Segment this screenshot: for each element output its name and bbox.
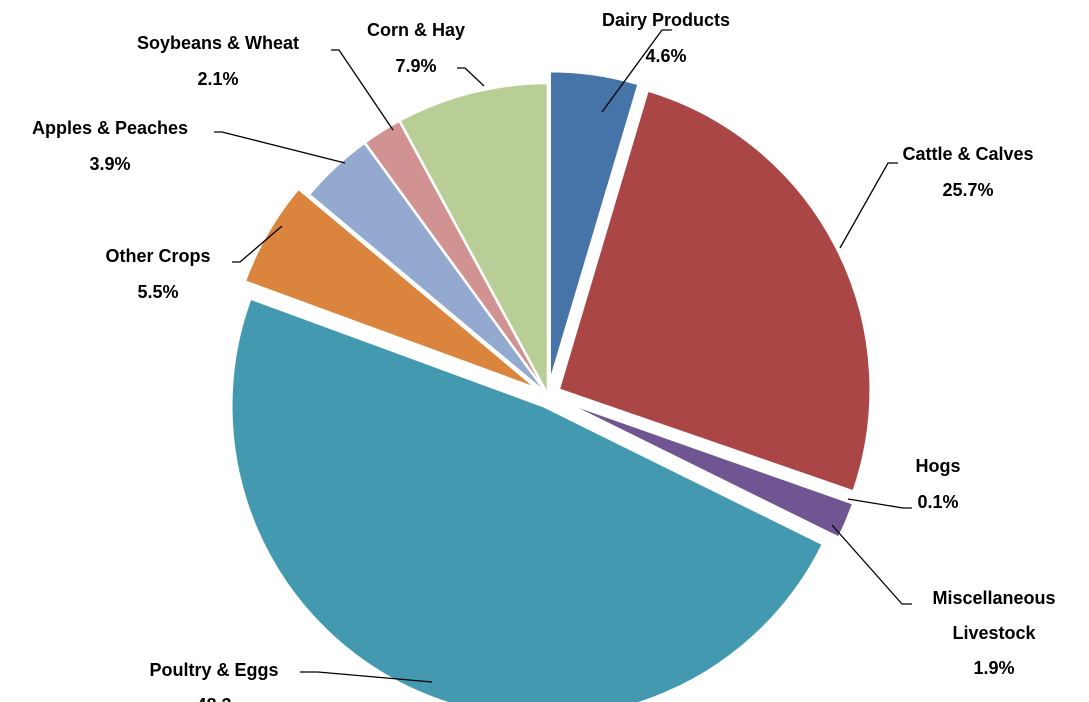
slice-cattle-and-calves [557, 89, 872, 493]
slices-layer [230, 69, 872, 702]
category-label-hogs: Hogs [916, 456, 961, 476]
slice-dairy-products [548, 69, 640, 385]
category-label-other-crops: Other Crops [105, 246, 210, 266]
slice-other-crops [243, 187, 539, 391]
leader-line-apples-and-peaches [214, 131, 346, 164]
leader-lines-layer [214, 29, 912, 683]
slice-corn-and-hay [398, 81, 550, 397]
category-label-miscellaneous-livestock: Livestock [952, 623, 1036, 643]
value-label-hogs: 0.1% [917, 492, 958, 512]
category-label-cattle-and-calves: Cattle & Calves [902, 144, 1033, 164]
value-label-poultry-and-eggs: 48.3 [196, 695, 231, 702]
value-label-other-crops: 5.5% [137, 282, 178, 302]
category-label-apples-and-peaches: Apples & Peaches [32, 118, 188, 138]
leader-line-hogs [847, 498, 912, 509]
data-label-hogs: Hogs 0.1% [916, 456, 961, 512]
leader-line-other-crops [232, 225, 283, 263]
data-label-apples-and-peaches: Apples & Peaches 3.9% [32, 118, 188, 174]
data-label-soybeans-and-wheat: Soybeans & Wheat 2.1% [137, 33, 299, 89]
leader-line-cattle-and-calves [839, 162, 898, 249]
category-label-dairy-products: Dairy Products [602, 10, 730, 30]
data-label-poultry-and-eggs: Poultry & Eggs 48.3 [149, 660, 278, 702]
data-labels-layer: Dairy Products 4.6% Cattle & Calves 25.7% Ho… [32, 10, 1056, 702]
data-label-cattle-and-calves: Cattle & Calves 25.7% [902, 144, 1033, 200]
value-label-miscellaneous-livestock: 1.9% [973, 658, 1014, 678]
slice-miscellaneous-livestock [557, 398, 855, 540]
leader-line-soybeans-and-wheat [331, 49, 394, 131]
slice-poultry-and-eggs [230, 297, 825, 702]
value-label-apples-and-peaches: 3.9% [89, 154, 130, 174]
value-label-corn-and-hay: 7.9% [395, 56, 436, 76]
data-label-corn-and-hay: Corn & Hay 7.9% [367, 20, 465, 76]
value-label-cattle-and-calves: 25.7% [942, 180, 993, 200]
leader-line-miscellaneous-livestock [831, 524, 912, 605]
data-label-miscellaneous-livestock: Miscellaneous Livestock 1.9% [932, 588, 1055, 678]
value-label-dairy-products: 4.6% [645, 46, 686, 66]
leader-line-poultry-and-eggs [300, 671, 433, 683]
value-label-soybeans-and-wheat: 2.1% [197, 69, 238, 89]
leader-line-corn-and-hay [457, 67, 485, 87]
data-label-dairy-products: Dairy Products 4.6% [602, 10, 730, 66]
category-label-soybeans-and-wheat: Soybeans & Wheat [137, 33, 299, 53]
leader-line-dairy-products [601, 29, 672, 113]
data-label-other-crops: Other Crops 5.5% [105, 246, 210, 302]
category-label-corn-and-hay: Corn & Hay [367, 20, 465, 40]
category-label-miscellaneous-livestock: Miscellaneous [932, 588, 1055, 608]
category-label-poultry-and-eggs: Poultry & Eggs [149, 660, 278, 680]
